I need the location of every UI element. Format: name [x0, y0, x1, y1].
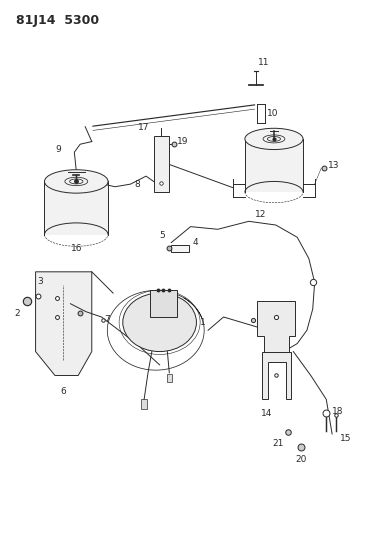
Polygon shape [262, 352, 291, 399]
Text: 12: 12 [254, 209, 266, 219]
Text: 4: 4 [193, 238, 198, 247]
Ellipse shape [263, 135, 285, 143]
Text: 21: 21 [272, 439, 284, 448]
Text: 10: 10 [267, 109, 279, 118]
Text: 9: 9 [55, 145, 61, 154]
Text: 3: 3 [37, 277, 43, 286]
Text: 18: 18 [332, 407, 343, 416]
Ellipse shape [70, 179, 83, 184]
Text: 20: 20 [295, 455, 307, 464]
Text: 13: 13 [328, 161, 340, 170]
Text: 2: 2 [14, 309, 20, 318]
Polygon shape [44, 181, 108, 235]
Text: 5: 5 [159, 231, 165, 240]
Polygon shape [35, 272, 92, 375]
Text: 19: 19 [177, 137, 189, 146]
Text: 14: 14 [261, 409, 273, 418]
FancyBboxPatch shape [150, 290, 177, 317]
Ellipse shape [267, 136, 280, 141]
Text: 16: 16 [70, 244, 82, 253]
Text: 1: 1 [200, 318, 206, 327]
Text: 15: 15 [340, 434, 351, 443]
Polygon shape [256, 301, 295, 352]
Ellipse shape [123, 293, 196, 352]
Text: 6: 6 [61, 387, 67, 396]
FancyBboxPatch shape [166, 374, 172, 382]
Text: 7: 7 [104, 315, 110, 324]
Ellipse shape [245, 128, 303, 150]
FancyBboxPatch shape [141, 399, 147, 409]
Ellipse shape [44, 169, 108, 193]
Text: 11: 11 [258, 58, 269, 67]
Text: 81J14  5300: 81J14 5300 [16, 14, 99, 27]
FancyBboxPatch shape [171, 245, 189, 252]
Text: 8: 8 [135, 180, 140, 189]
Text: 17: 17 [138, 123, 150, 132]
FancyBboxPatch shape [154, 136, 168, 192]
Ellipse shape [65, 177, 88, 185]
Polygon shape [245, 139, 303, 192]
